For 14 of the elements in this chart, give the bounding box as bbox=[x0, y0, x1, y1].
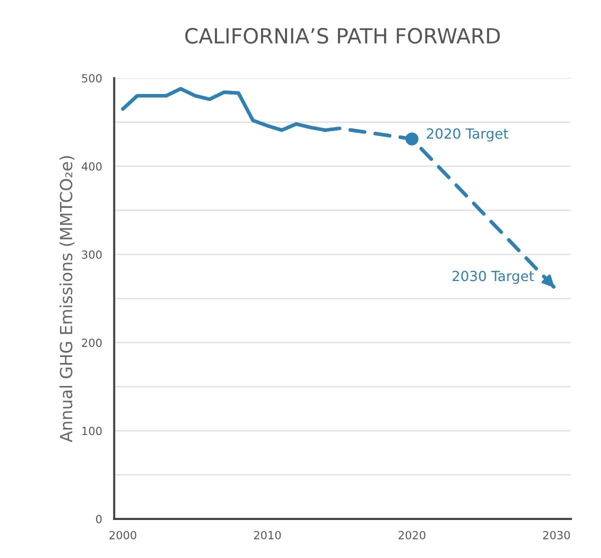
x-tick-label: 2000 bbox=[110, 530, 136, 540]
annotation: 2020 Target bbox=[426, 128, 508, 142]
annotation: 2030 Target bbox=[452, 270, 534, 284]
x-tick-label: 2030 bbox=[543, 530, 570, 540]
y-axis-title: Annual GHG Emissions (MMTCO₂e) bbox=[59, 156, 74, 442]
x-tick-label: 2010 bbox=[254, 530, 281, 540]
y-tick-label: 100 bbox=[82, 426, 102, 436]
chart-title: CALIFORNIA’S PATH FORWARD bbox=[185, 28, 500, 44]
y-tick-label: 0 bbox=[96, 514, 102, 524]
y-tick-label: 300 bbox=[82, 250, 102, 259]
y-tick-label: 500 bbox=[82, 74, 102, 82]
x-tick-label: 2020 bbox=[398, 530, 426, 540]
y-tick-label: 200 bbox=[82, 338, 102, 347]
y-tick-label: 400 bbox=[82, 162, 102, 171]
